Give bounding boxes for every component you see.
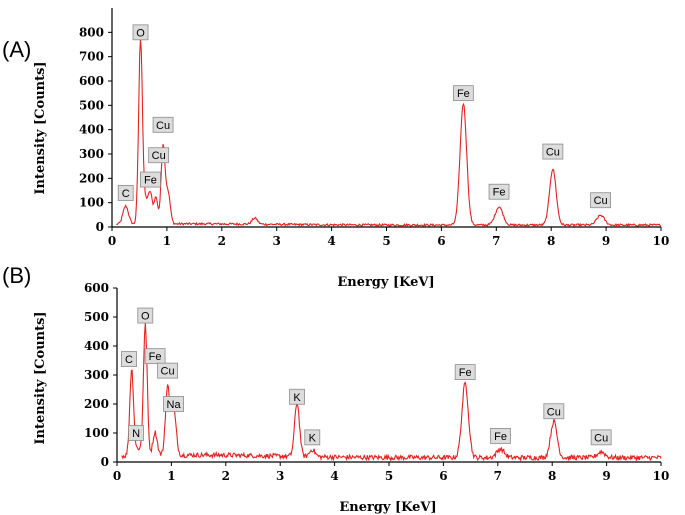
peak-label-box bbox=[490, 427, 511, 444]
x-tick-label: 1 bbox=[167, 469, 175, 483]
peak-label-cu: Cu bbox=[594, 432, 608, 444]
peak-label-box bbox=[144, 348, 166, 365]
panel-b-ylabel: Intensity [Counts] bbox=[33, 311, 48, 444]
peak-label-fe: Fe bbox=[457, 88, 470, 100]
x-tick-label: 5 bbox=[382, 234, 390, 248]
x-tick-label: 2 bbox=[218, 234, 226, 248]
peak-label-fe: Fe bbox=[494, 431, 507, 443]
peak-label-box bbox=[117, 185, 134, 201]
panel-b-label: (B) bbox=[2, 263, 31, 288]
y-tick-label: 200 bbox=[79, 171, 104, 185]
peak-label-cu: Cu bbox=[546, 147, 560, 159]
x-tick-label: 9 bbox=[602, 234, 610, 248]
peak-label-box bbox=[132, 24, 149, 41]
x-tick-label: 3 bbox=[273, 234, 281, 248]
spectrum-line bbox=[121, 323, 662, 463]
x-tick-label: 0 bbox=[108, 234, 116, 248]
panel-a-label: (A) bbox=[2, 37, 31, 62]
x-tick-label: 4 bbox=[327, 234, 335, 248]
peak-label-box bbox=[163, 396, 184, 412]
peak-label-o: O bbox=[136, 27, 145, 39]
x-tick-label: 8 bbox=[548, 469, 556, 483]
x-tick-label: 0 bbox=[113, 469, 121, 483]
peak-label-n: N bbox=[132, 428, 140, 440]
y-tick-label: 0 bbox=[96, 220, 104, 234]
peak-label-box bbox=[157, 362, 178, 379]
panel-a-ylabel: Intensity [Counts] bbox=[33, 61, 48, 194]
panel-b-xlabel: Energy [KeV] bbox=[339, 500, 436, 515]
peak-label-box bbox=[137, 307, 154, 324]
spectrum-line bbox=[116, 38, 661, 228]
peak-label-box bbox=[289, 388, 305, 405]
peak-label-cu: Cu bbox=[161, 366, 175, 378]
x-tick-label: 9 bbox=[602, 469, 610, 483]
y-tick-label: 500 bbox=[84, 310, 109, 324]
peak-label-box bbox=[304, 429, 321, 446]
peak-label-box bbox=[590, 192, 612, 209]
peak-label-box bbox=[148, 147, 170, 164]
peak-label-box bbox=[543, 403, 565, 420]
peak-label-cu: Cu bbox=[547, 406, 561, 418]
x-tick-label: 6 bbox=[439, 469, 447, 483]
y-tick-label: 400 bbox=[84, 339, 109, 353]
peak-label-box bbox=[590, 429, 612, 446]
x-tick-label: 10 bbox=[653, 469, 670, 483]
peak-label-na: Na bbox=[167, 399, 182, 411]
panel-a-peak-labels: C O Fe Cu Cu Fe Fe Cu Cu bbox=[117, 24, 612, 209]
peak-label-box bbox=[140, 171, 161, 188]
x-tick-label: 6 bbox=[437, 234, 445, 248]
y-tick-label: 300 bbox=[84, 368, 109, 382]
peak-label-cu: Cu bbox=[594, 195, 608, 207]
peak-label-fe: Fe bbox=[144, 175, 157, 187]
x-tick-label: 5 bbox=[385, 469, 393, 483]
y-tick-label: 800 bbox=[79, 25, 104, 39]
peak-label-fe: Fe bbox=[493, 187, 506, 199]
panel-b-spectrum bbox=[121, 323, 662, 463]
x-tick-label: 3 bbox=[276, 469, 284, 483]
peak-label-cu: Cu bbox=[152, 150, 166, 162]
peak-label-box bbox=[452, 85, 474, 102]
peak-label-o: O bbox=[141, 311, 150, 323]
panel-b-peak-labels: C N O Fe Cu Na K K Fe Fe Cu Cu bbox=[121, 307, 612, 446]
y-tick-label: 0 bbox=[101, 455, 109, 469]
peak-label-fe: Fe bbox=[149, 351, 162, 363]
peak-label-k: K bbox=[293, 392, 301, 404]
peak-label-c: C bbox=[122, 188, 130, 200]
peak-label-k: K bbox=[309, 432, 317, 444]
x-tick-label: 10 bbox=[653, 234, 670, 248]
panel-a-xlabel: Energy [KeV] bbox=[337, 275, 434, 290]
x-tick-label: 2 bbox=[222, 469, 230, 483]
x-tick-label: 1 bbox=[163, 234, 171, 248]
y-tick-label: 600 bbox=[79, 74, 104, 88]
peak-label-cu: Cu bbox=[156, 120, 170, 132]
panel-b: (B) Intensity [Counts] Energy [KeV] 0 1 2 3… bbox=[2, 263, 669, 515]
y-tick-label: 200 bbox=[84, 397, 109, 411]
peak-label-box bbox=[454, 364, 476, 381]
y-tick-label: 100 bbox=[79, 196, 104, 210]
x-tick-label: 7 bbox=[494, 469, 502, 483]
y-tick-label: 600 bbox=[84, 281, 109, 295]
y-tick-label: 400 bbox=[79, 123, 104, 137]
peak-label-box bbox=[128, 425, 144, 441]
y-tick-label: 500 bbox=[79, 98, 104, 112]
peak-label-box bbox=[542, 143, 564, 160]
y-tick-label: 300 bbox=[79, 147, 104, 161]
x-tick-label: 4 bbox=[330, 469, 338, 483]
x-tick-label: 7 bbox=[492, 234, 500, 248]
peak-label-box bbox=[152, 116, 174, 133]
panel-a-axes bbox=[111, 8, 661, 228]
peak-label-fe: Fe bbox=[459, 367, 472, 379]
peak-label-box bbox=[488, 183, 510, 200]
y-tick-label: 700 bbox=[79, 50, 104, 64]
panel-b-axes bbox=[116, 288, 661, 463]
panel-a: (A) Intensity [Counts] Energy [KeV] 0 1 2 3… bbox=[2, 8, 669, 290]
panel-a-spectrum bbox=[116, 38, 661, 228]
x-tick-label: 8 bbox=[547, 234, 555, 248]
peak-label-c: C bbox=[125, 354, 133, 366]
peak-label-box bbox=[121, 351, 137, 367]
y-tick-label: 100 bbox=[84, 426, 109, 440]
